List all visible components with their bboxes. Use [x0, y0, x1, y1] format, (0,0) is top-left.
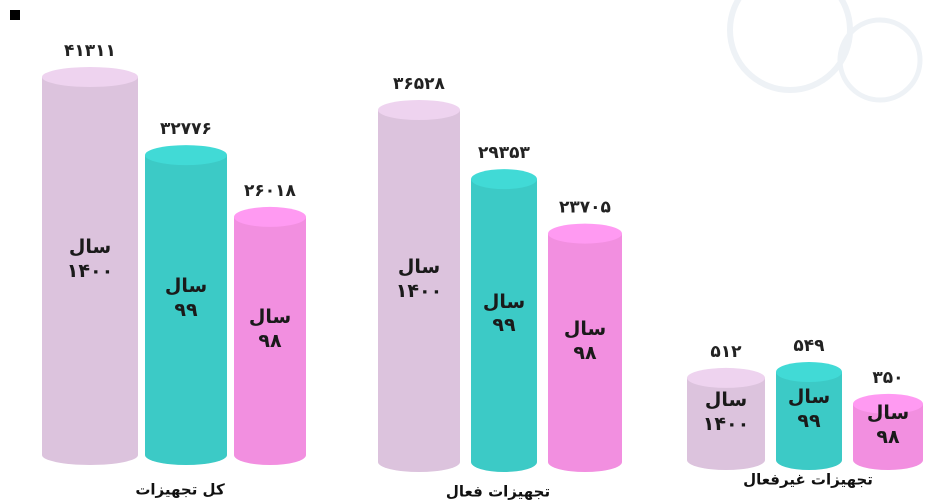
- value-label: ۴۱۳۱۱: [64, 41, 116, 61]
- category-label: تجهیزات غیرفعال: [743, 471, 873, 489]
- cylinder: [145, 145, 227, 465]
- series-label: سال ۱۴۰۰: [702, 388, 750, 435]
- cylinder-top: [776, 362, 842, 382]
- series-label: سال ۹۹: [482, 290, 526, 337]
- value-label: ۳۵۰: [872, 368, 903, 388]
- cylinder-body: [378, 110, 460, 462]
- series-label-box: سال ۹۸: [563, 317, 607, 364]
- decor: [837, 17, 923, 103]
- cylinder-top: [42, 67, 138, 87]
- cylinder: [378, 100, 460, 472]
- cylinder: [42, 67, 138, 465]
- series-label-box: سال ۹۹: [164, 275, 208, 321]
- series-label: سال ۹۹: [164, 275, 208, 321]
- value-label: ۲۳۷۰۵: [559, 198, 611, 218]
- cylinder-top: [471, 169, 537, 190]
- value-label: ۲۹۳۵۳: [478, 143, 531, 163]
- series-label-box: سال ۱۴۰۰: [66, 236, 114, 282]
- cylinder: [776, 362, 842, 470]
- cylinder-top: [145, 145, 227, 166]
- cylinder-body: [234, 216, 306, 455]
- series-label: سال ۱۴۰۰: [395, 256, 443, 302]
- cylinder-body: [145, 155, 227, 456]
- cylinder-body: [776, 372, 842, 460]
- series-label-box: سال ۹۹: [787, 386, 831, 432]
- cylinder: [687, 367, 765, 470]
- cylinder: [548, 223, 622, 472]
- cylinder: [234, 206, 306, 465]
- cylinder-body: [687, 377, 765, 460]
- cylinder-body: [548, 233, 622, 462]
- series-label-box: سال ۹۸: [248, 305, 292, 352]
- bullet: [10, 10, 20, 20]
- cylinder-body: [471, 179, 537, 462]
- category-label: کل تجهیزات: [135, 481, 225, 499]
- value-label: ۵۱۲: [710, 342, 742, 362]
- series-label-box: سال ۹۸: [866, 401, 910, 448]
- category-label: تجهیزات فعال: [446, 483, 550, 501]
- series-label: سال ۹۸: [248, 305, 292, 352]
- series-label: سال ۹۹: [787, 386, 831, 432]
- decor: [727, 0, 853, 93]
- cylinder-body: [42, 77, 138, 455]
- cylinder-top: [853, 393, 923, 414]
- cylinder-top: [687, 367, 765, 388]
- series-label-box: سال ۹۹: [482, 290, 526, 337]
- series-label: سال ۹۸: [563, 317, 607, 364]
- series-label: سال ۹۸: [866, 401, 910, 448]
- value-label: ۵۴۹: [793, 336, 825, 356]
- series-label-box: سال ۱۴۰۰: [702, 388, 750, 435]
- cylinder-top: [234, 206, 306, 227]
- cylinder: [853, 393, 923, 470]
- cylinder-top: [548, 223, 622, 244]
- series-label-box: سال ۱۴۰۰: [395, 256, 443, 302]
- series-label: سال ۱۴۰۰: [66, 236, 114, 282]
- cylinder: [471, 169, 537, 472]
- value-label: ۲۶۰۱۸: [244, 181, 297, 201]
- value-label: ۳۶۵۲۸: [393, 74, 446, 94]
- value-label: ۳۲۷۷۶: [160, 119, 212, 139]
- cylinder-top: [378, 100, 460, 120]
